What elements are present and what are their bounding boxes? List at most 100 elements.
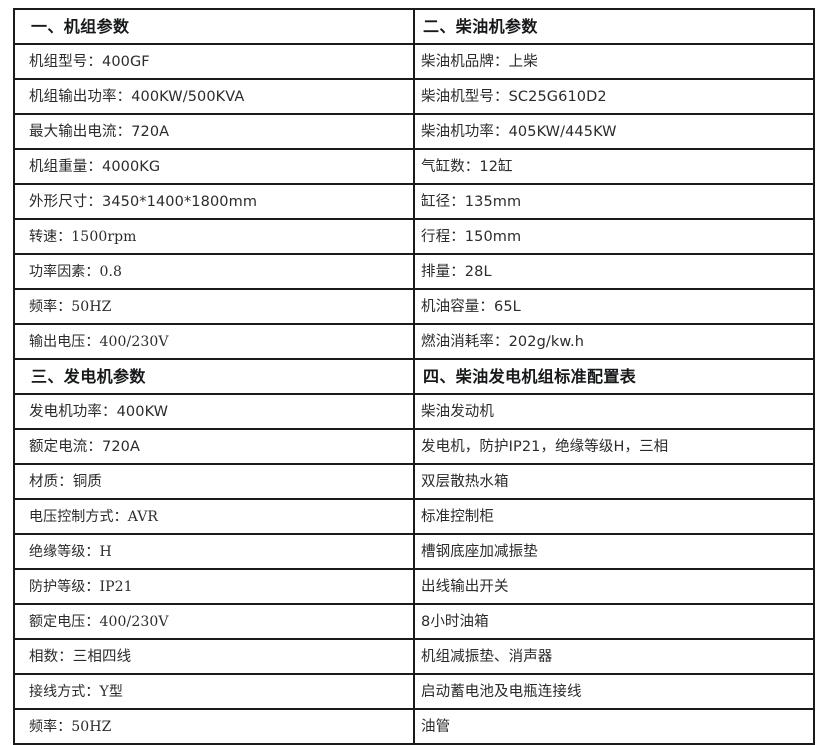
table-cell-left: 发电机功率：400KW (13, 393, 415, 430)
table-row: 最大输出电流：720A 柴油机功率：405KW/445KW (13, 113, 815, 150)
spec-rated-voltage: 额定电压：400/230V (29, 613, 169, 630)
table-cell-left: 最大输出电流：720A (13, 113, 415, 150)
table-cell-left: 三、发电机参数 (13, 358, 415, 395)
table-cell-right: 启动蓄电池及电瓶连接线 (413, 673, 815, 710)
config-channel-steel-base: 槽钢底座加减振垫 (421, 543, 538, 560)
table-cell-right: 标准控制柜 (413, 498, 815, 535)
table-cell-left: 机组型号：400GF (13, 43, 415, 80)
config-battery-and-cables: 启动蓄电池及电瓶连接线 (421, 683, 582, 700)
table-cell-left: 输出电压：400/230V (13, 323, 415, 360)
table-cell-right: 柴油机品牌：上柴 (413, 43, 815, 80)
config-radiator: 双层散热水箱 (421, 473, 509, 490)
table-cell-left: 接线方式：Y型 (13, 673, 415, 710)
table-cell-right: 行程：150mm (413, 218, 815, 255)
spec-cylinder-bore: 缸径：135mm (421, 193, 522, 210)
table-cell-right: 气缸数：12缸 (413, 148, 815, 185)
spec-engine-power: 柴油机功率：405KW/445KW (421, 123, 617, 140)
table-cell-right: 四、柴油发电机组标准配置表 (413, 358, 815, 395)
config-vibration-damper-muffler: 机组减振垫、消声器 (421, 648, 553, 665)
table-cell-left: 防护等级：IP21 (13, 568, 415, 605)
spec-protection-class: 防护等级：IP21 (29, 578, 133, 595)
table-row: 发电机功率：400KW 柴油发动机 (13, 393, 815, 430)
spec-unit-model: 机组型号：400GF (29, 53, 150, 70)
spec-alternator-frequency: 频率：50HZ (29, 718, 112, 735)
table-row: 功率因素：0.8 排量：28L (13, 253, 815, 290)
table-row: 机组型号：400GF 柴油机品牌：上柴 (13, 43, 815, 80)
spec-unit-frequency: 频率：50HZ (29, 298, 112, 315)
spec-rotation-speed: 转速：1500rpm (29, 228, 137, 245)
table-cell-left: 频率：50HZ (13, 288, 415, 325)
table-cell-right: 发电机，防护IP21，绝缘等级H，三相 (413, 428, 815, 465)
table-cell-left: 电压控制方式：AVR (13, 498, 415, 535)
table-cell-right: 二、柴油机参数 (413, 8, 815, 45)
table-cell-right: 柴油发动机 (413, 393, 815, 430)
spec-engine-brand: 柴油机品牌：上柴 (421, 53, 538, 70)
config-control-cabinet: 标准控制柜 (421, 508, 494, 525)
config-fuel-tank: 8小时油箱 (421, 613, 489, 630)
table-cell-left: 额定电压：400/230V (13, 603, 415, 640)
table-cell-left: 材质：铜质 (13, 463, 415, 500)
config-alternator: 发电机，防护IP21，绝缘等级H，三相 (421, 438, 669, 455)
spec-wiring-method: 接线方式：Y型 (29, 683, 123, 700)
config-diesel-engine: 柴油发动机 (421, 403, 494, 420)
table-cell-left: 机组重量：4000KG (13, 148, 415, 185)
config-output-switch: 出线输出开关 (421, 578, 509, 595)
table-cell-left: 外形尺寸：3450*1400*1800mm (13, 183, 415, 220)
table-cell-right: 槽钢底座加减振垫 (413, 533, 815, 570)
spec-engine-model: 柴油机型号：SC25G610D2 (421, 88, 607, 105)
spec-insulation-class: 绝缘等级：H (29, 543, 112, 560)
spec-fuel-consumption: 燃油消耗率：202g/kw.h (421, 333, 584, 350)
spec-material: 材质：铜质 (29, 473, 102, 490)
table-row: 转速：1500rpm 行程：150mm (13, 218, 815, 255)
spec-alternator-power: 发电机功率：400KW (29, 403, 169, 420)
table-cell-left: 功率因素：0.8 (13, 253, 415, 290)
table-cell-left: 转速：1500rpm (13, 218, 415, 255)
spec-voltage-control-mode: 电压控制方式：AVR (29, 508, 159, 525)
table-cell-right: 排量：28L (413, 253, 815, 290)
table-cell-right: 燃油消耗率：202g/kw.h (413, 323, 815, 360)
table-cell-right: 柴油机功率：405KW/445KW (413, 113, 815, 150)
spec-table-body: 一、机组参数 二、柴油机参数 机组型号：400GF 柴油机品牌：上柴 机组输出功… (13, 8, 815, 745)
table-row: 绝缘等级：H 槽钢底座加减振垫 (13, 533, 815, 570)
spec-max-output-current: 最大输出电流：720A (29, 123, 170, 140)
table-row: 输出电压：400/230V 燃油消耗率：202g/kw.h (13, 323, 815, 360)
spec-power-factor: 功率因素：0.8 (29, 263, 123, 280)
table-row: 材质：铜质 双层散热水箱 (13, 463, 815, 500)
spec-rated-current: 额定电流：720A (29, 438, 140, 455)
spec-overall-dimensions: 外形尺寸：3450*1400*1800mm (29, 193, 258, 210)
spec-piston-stroke: 行程：150mm (421, 228, 522, 245)
table-row: 机组重量：4000KG 气缸数：12缸 (13, 148, 815, 185)
table-cell-left: 频率：50HZ (13, 708, 415, 745)
section-heading-unit-params: 一、机组参数 (31, 16, 130, 36)
section-heading-diesel-engine: 二、柴油机参数 (423, 16, 538, 36)
table-row: 电压控制方式：AVR 标准控制柜 (13, 498, 815, 535)
spec-unit-weight: 机组重量：4000KG (29, 158, 161, 175)
table-row: 频率：50HZ 油管 (13, 708, 815, 745)
table-row: 防护等级：IP21 出线输出开关 (13, 568, 815, 605)
table-cell-right: 双层散热水箱 (413, 463, 815, 500)
spec-sheet: 一、机组参数 二、柴油机参数 机组型号：400GF 柴油机品牌：上柴 机组输出功… (13, 8, 815, 745)
table-cell-right: 8小时油箱 (413, 603, 815, 640)
table-cell-left: 机组输出功率：400KW/500KVA (13, 78, 415, 115)
table-row: 额定电流：720A 发电机，防护IP21，绝缘等级H，三相 (13, 428, 815, 465)
table-cell-right: 缸径：135mm (413, 183, 815, 220)
config-fuel-pipe: 油管 (421, 718, 451, 735)
spec-oil-capacity: 机油容量：65L (421, 298, 521, 315)
spec-phase-count: 相数：三相四线 (29, 648, 132, 665)
table-row: 机组输出功率：400KW/500KVA 柴油机型号：SC25G610D2 (13, 78, 815, 115)
table-row: 频率：50HZ 机油容量：65L (13, 288, 815, 325)
table-row: 额定电压：400/230V 8小时油箱 (13, 603, 815, 640)
table-row: 三、发电机参数 四、柴油发电机组标准配置表 (13, 358, 815, 395)
table-cell-left: 一、机组参数 (13, 8, 415, 45)
table-row: 一、机组参数 二、柴油机参数 (13, 8, 815, 45)
table-cell-right: 机油容量：65L (413, 288, 815, 325)
table-cell-right: 出线输出开关 (413, 568, 815, 605)
table-cell-left: 绝缘等级：H (13, 533, 415, 570)
spec-unit-output-power: 机组输出功率：400KW/500KVA (29, 88, 245, 105)
section-heading-standard-config: 四、柴油发电机组标准配置表 (423, 366, 637, 386)
table-row: 接线方式：Y型 启动蓄电池及电瓶连接线 (13, 673, 815, 710)
spec-cylinder-count: 气缸数：12缸 (421, 158, 513, 175)
table-cell-right: 油管 (413, 708, 815, 745)
spec-output-voltage: 输出电压：400/230V (29, 333, 169, 350)
section-heading-alternator: 三、发电机参数 (31, 366, 146, 386)
